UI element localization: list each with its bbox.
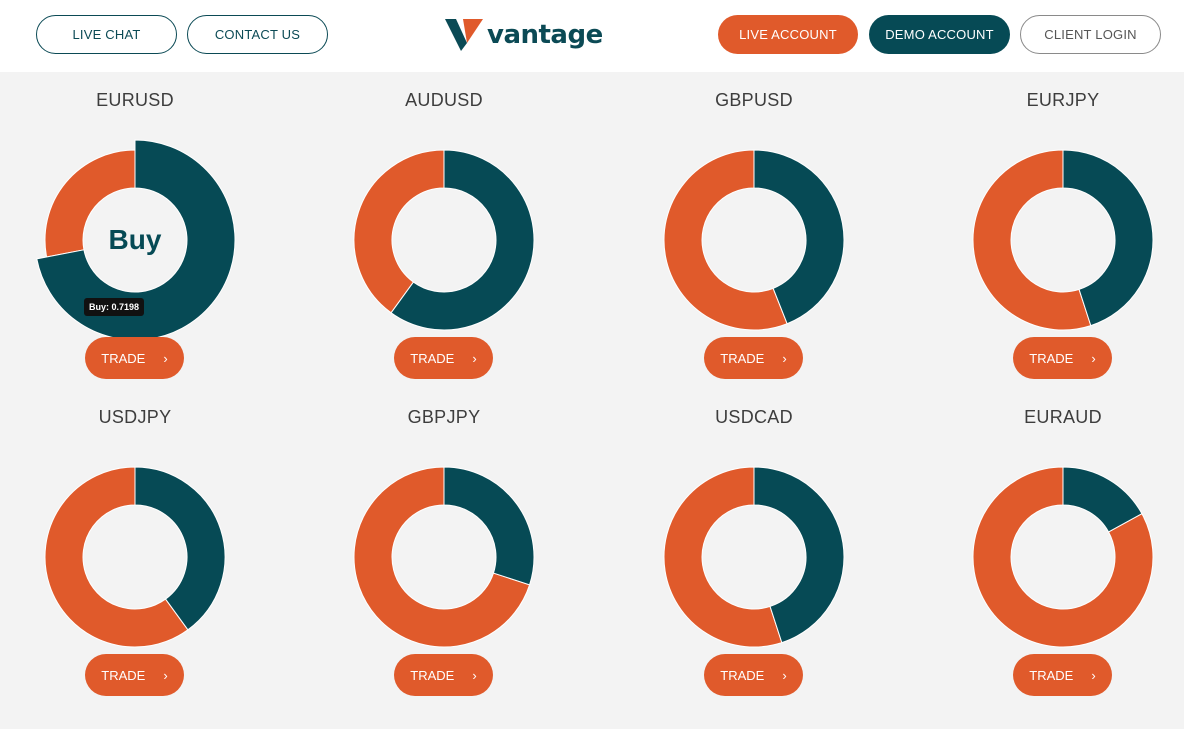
- live-chat-button[interactable]: LIVE CHAT: [36, 15, 177, 54]
- contact-us-button[interactable]: CONTACT US: [187, 15, 328, 54]
- chevron-right-icon: ›: [163, 350, 168, 366]
- hover-label: Buy: [109, 224, 162, 255]
- pair-card-audusd: AUDUSD TRADE ›: [319, 90, 569, 390]
- trade-button[interactable]: TRADE ›: [1013, 337, 1112, 379]
- pair-name: GBPJPY: [407, 407, 481, 427]
- chevron-right-icon: ›: [1091, 667, 1096, 683]
- logo-wordmark: vantage: [487, 20, 603, 50]
- chevron-right-icon: ›: [472, 350, 477, 366]
- sentiment-donut[interactable]: [652, 455, 856, 659]
- trade-button[interactable]: TRADE ›: [85, 337, 184, 379]
- pair-name: AUDUSD: [405, 90, 483, 110]
- trade-button[interactable]: TRADE ›: [394, 337, 493, 379]
- trade-label: TRADE: [720, 350, 765, 366]
- sentiment-donut[interactable]: [342, 455, 546, 659]
- sell-segment[interactable]: [972, 149, 1092, 331]
- pair-name: USDJPY: [98, 407, 172, 427]
- buy-segment[interactable]: [1062, 466, 1143, 533]
- sentiment-donut[interactable]: [342, 138, 546, 342]
- value-tooltip: Buy: 0.7198: [84, 298, 145, 316]
- pair-name: GBPUSD: [715, 90, 793, 110]
- trade-label: TRADE: [101, 350, 146, 366]
- trade-label: TRADE: [410, 667, 455, 683]
- trade-label: TRADE: [410, 350, 455, 366]
- pair-name: EURAUD: [1024, 407, 1102, 427]
- sentiment-donut[interactable]: [961, 138, 1165, 342]
- sentiment-donut[interactable]: [961, 455, 1165, 659]
- pair-name: USDCAD: [715, 407, 793, 427]
- demo-account-button[interactable]: DEMO ACCOUNT: [869, 15, 1010, 54]
- trade-label: TRADE: [1029, 667, 1074, 683]
- pair-card-usdcad: USDCAD TRADE ›: [629, 407, 879, 707]
- live-account-button[interactable]: LIVE ACCOUNT: [718, 15, 858, 54]
- pair-card-gbpjpy: GBPJPY TRADE ›: [319, 407, 569, 707]
- sentiment-donut[interactable]: [33, 455, 237, 659]
- trade-button[interactable]: TRADE ›: [85, 654, 184, 696]
- pair-name: EURJPY: [1026, 90, 1100, 110]
- chevron-right-icon: ›: [782, 350, 787, 366]
- top-navigation-bar: LIVE CHAT CONTACT US vantage LIVE ACCOUN…: [0, 0, 1184, 72]
- buy-segment[interactable]: [1062, 149, 1154, 327]
- sell-segment[interactable]: [972, 466, 1154, 648]
- chevron-right-icon: ›: [782, 667, 787, 683]
- vantage-logo-icon: [445, 19, 483, 51]
- sentiment-donut[interactable]: Buy: [33, 138, 237, 342]
- pair-card-usdjpy: USDJPY TRADE ›: [10, 407, 260, 707]
- buy-segment[interactable]: [753, 149, 845, 325]
- trade-label: TRADE: [1029, 350, 1074, 366]
- sell-segment[interactable]: [353, 466, 531, 648]
- pair-name: EURUSD: [96, 90, 174, 110]
- sentiment-donut[interactable]: [652, 138, 856, 342]
- buy-segment[interactable]: [753, 466, 845, 644]
- pair-card-gbpusd: GBPUSD TRADE ›: [629, 90, 879, 390]
- buy-segment[interactable]: [134, 466, 226, 631]
- pair-card-euraud: EURAUD TRADE ›: [938, 407, 1184, 707]
- trade-button[interactable]: TRADE ›: [704, 337, 803, 379]
- trade-button[interactable]: TRADE ›: [704, 654, 803, 696]
- chevron-right-icon: ›: [163, 667, 168, 683]
- sell-segment[interactable]: [663, 149, 788, 331]
- trade-label: TRADE: [101, 667, 146, 683]
- trade-button[interactable]: TRADE ›: [1013, 654, 1112, 696]
- sell-segment[interactable]: [663, 466, 783, 648]
- client-login-button[interactable]: CLIENT LOGIN: [1020, 15, 1161, 54]
- chevron-right-icon: ›: [1091, 350, 1096, 366]
- pair-card-eurjpy: EURJPY TRADE ›: [938, 90, 1184, 390]
- buy-segment[interactable]: [390, 149, 535, 331]
- sell-segment[interactable]: [353, 149, 445, 314]
- sell-segment[interactable]: [44, 149, 136, 258]
- trade-button[interactable]: TRADE ›: [394, 654, 493, 696]
- buy-segment[interactable]: [443, 466, 535, 586]
- vantage-logo[interactable]: vantage: [445, 17, 603, 53]
- trade-label: TRADE: [720, 667, 765, 683]
- buy-segment[interactable]: [36, 139, 236, 341]
- pair-card-eurusd: EURUSD Buy Buy: 0.7198 TRADE ›: [10, 90, 260, 390]
- sell-segment[interactable]: [44, 466, 189, 648]
- chevron-right-icon: ›: [472, 667, 477, 683]
